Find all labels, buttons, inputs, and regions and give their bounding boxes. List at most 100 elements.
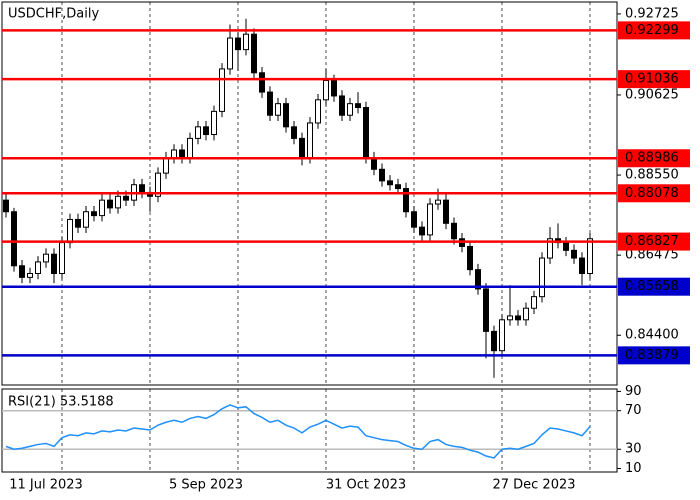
candle-body bbox=[51, 253, 57, 274]
y-tick-label: 90 bbox=[625, 384, 642, 399]
candle-body bbox=[403, 188, 409, 213]
level-label-box bbox=[618, 70, 690, 89]
candle-body bbox=[387, 180, 393, 186]
level-label-box bbox=[618, 184, 690, 203]
candle-body bbox=[171, 149, 177, 159]
candle-body bbox=[155, 172, 161, 197]
y-tick-label: 0.88550 bbox=[625, 168, 679, 183]
candle-body bbox=[355, 103, 361, 109]
candle-body bbox=[587, 238, 593, 274]
candle-body bbox=[579, 257, 585, 274]
candle-body bbox=[427, 203, 433, 236]
candle-body bbox=[195, 126, 201, 139]
candle-body bbox=[35, 261, 41, 274]
level-label-box bbox=[618, 149, 690, 168]
candle-body bbox=[571, 249, 577, 259]
candle-body bbox=[563, 242, 569, 251]
level-label: 0.88986 bbox=[625, 151, 679, 166]
candle-body bbox=[419, 226, 425, 236]
x-tick-label: 27 Dec 2023 bbox=[492, 478, 575, 493]
candle-body bbox=[395, 184, 401, 190]
y-tick-label: 0.92725 bbox=[625, 6, 679, 21]
candle-body bbox=[539, 257, 545, 298]
candle-body bbox=[107, 199, 113, 209]
candle-body bbox=[347, 103, 353, 116]
candle-body bbox=[259, 72, 265, 93]
candle-body bbox=[11, 211, 17, 267]
candle-body bbox=[547, 238, 553, 259]
x-tick-label: 11 Jul 2023 bbox=[9, 478, 83, 493]
candle-body bbox=[411, 211, 417, 228]
candle-body bbox=[163, 157, 169, 174]
candle-body bbox=[59, 242, 65, 274]
level-label-box bbox=[618, 277, 690, 296]
level-label: 0.83879 bbox=[625, 348, 679, 363]
x-tick-label: 5 Sep 2023 bbox=[169, 478, 243, 493]
x-tick-label: 31 Oct 2023 bbox=[326, 478, 406, 493]
candle-body bbox=[267, 91, 273, 116]
candle-body bbox=[339, 95, 345, 116]
candle-body bbox=[139, 184, 145, 193]
candle-body bbox=[251, 33, 257, 74]
candle-body bbox=[43, 253, 49, 263]
candle-body bbox=[467, 245, 473, 271]
y-tick-label: 10 bbox=[625, 461, 642, 476]
candle-body bbox=[91, 211, 97, 217]
level-label-box bbox=[618, 232, 690, 251]
candle-body bbox=[291, 126, 297, 139]
y-tick-label: 0.90625 bbox=[625, 87, 679, 102]
candle-body bbox=[243, 33, 249, 51]
candle-body bbox=[523, 307, 529, 321]
candle-body bbox=[491, 330, 497, 352]
candle-body bbox=[187, 137, 193, 159]
candle-body bbox=[219, 68, 225, 112]
y-tick-label: 0.84400 bbox=[625, 328, 679, 343]
candle-body bbox=[203, 126, 209, 136]
candle-body bbox=[99, 199, 105, 217]
rsi-panel bbox=[1, 388, 618, 473]
rsi-line bbox=[5, 404, 591, 459]
candle-body bbox=[227, 37, 233, 70]
candle-body bbox=[507, 315, 513, 321]
candle-body bbox=[435, 199, 441, 205]
candle-body bbox=[363, 107, 369, 159]
candle-body bbox=[331, 80, 337, 97]
candle-body bbox=[531, 296, 537, 309]
level-label-box bbox=[618, 21, 690, 40]
candle-body bbox=[67, 218, 73, 244]
candle-body bbox=[443, 199, 449, 224]
candle-body bbox=[179, 149, 185, 159]
candle-body bbox=[275, 103, 281, 116]
candle-body bbox=[323, 80, 329, 101]
candle-body bbox=[283, 103, 289, 128]
chart-title: USDCHF,Daily bbox=[8, 7, 99, 22]
level-label: 0.85658 bbox=[625, 279, 679, 294]
candle-body bbox=[475, 269, 481, 290]
candle-body bbox=[19, 265, 25, 278]
candle-body bbox=[3, 199, 9, 213]
candle-body bbox=[379, 168, 385, 182]
candle-body bbox=[115, 195, 121, 209]
candle-body bbox=[235, 37, 241, 51]
candle-body bbox=[299, 137, 305, 159]
candle-body bbox=[315, 99, 321, 124]
candle-body bbox=[83, 211, 89, 228]
level-label-box bbox=[618, 346, 690, 365]
candle-body bbox=[499, 319, 505, 352]
candle-body bbox=[27, 272, 33, 278]
y-tick-label: 30 bbox=[625, 442, 642, 457]
level-label: 0.88078 bbox=[625, 186, 679, 201]
level-label: 0.92299 bbox=[625, 23, 679, 38]
candle-body bbox=[515, 315, 521, 321]
candle-body bbox=[483, 288, 489, 332]
candle-body bbox=[211, 110, 217, 136]
candle-body bbox=[75, 218, 81, 228]
level-label: 0.91036 bbox=[625, 72, 679, 87]
y-tick-label: 0.86475 bbox=[625, 248, 679, 263]
candle-body bbox=[451, 222, 457, 240]
y-tick-label: 70 bbox=[625, 403, 642, 418]
level-label: 0.86827 bbox=[625, 234, 679, 249]
candle-body bbox=[123, 195, 129, 201]
rsi-title: RSI(21) 53.5188 bbox=[8, 395, 114, 410]
